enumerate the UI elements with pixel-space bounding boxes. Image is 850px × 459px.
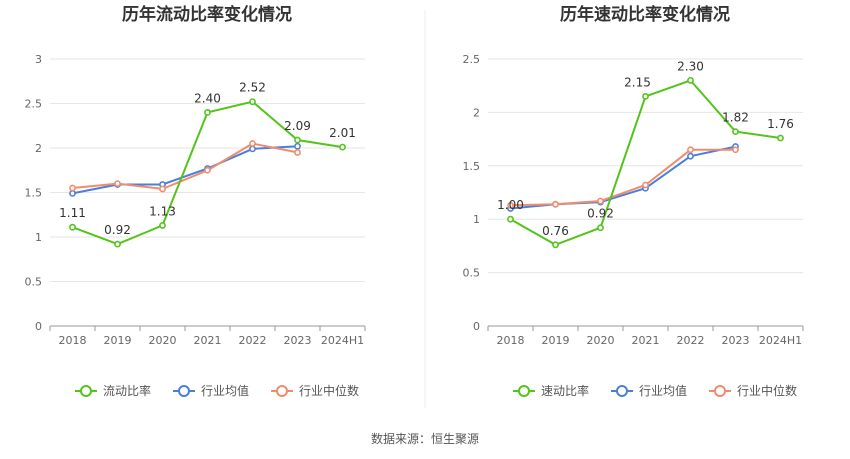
legend-swatch-marker (616, 385, 628, 397)
x-tick-label: 2020 (587, 334, 615, 347)
data-point (204, 109, 211, 116)
data-point (114, 240, 121, 248)
data-point (552, 200, 559, 208)
y-tick-label: 2.5 (463, 53, 481, 66)
chart-title: 历年流动比率变化情况 (122, 4, 292, 25)
x-tick-label: 2023 (722, 334, 750, 347)
y-tick-label: 2 (35, 142, 42, 155)
data-point (732, 128, 739, 136)
data-label: 2.01 (329, 126, 356, 140)
legend-swatch-marker (518, 385, 530, 397)
legend-swatch-marker (276, 385, 288, 397)
legend-swatch-marker (178, 385, 190, 397)
y-tick-label: 1.5 (463, 160, 481, 173)
data-point (249, 145, 256, 153)
series-line-2 (72, 142, 298, 190)
y-tick-label: 3 (35, 53, 42, 66)
data-point (69, 189, 76, 197)
data-point (597, 197, 604, 205)
series-line-0 (510, 79, 781, 246)
data-point (507, 201, 514, 209)
x-tick-label: 2021 (632, 334, 660, 347)
x-tick-label: 2018 (59, 334, 87, 347)
legend-label: 行业中位数 (737, 383, 797, 398)
data-point (552, 241, 559, 249)
x-tick-label: 2020 (149, 334, 177, 347)
y-tick-label: 1.5 (25, 187, 43, 200)
x-tick-label: 2022 (239, 334, 267, 347)
data-point (507, 215, 514, 223)
current-ratio-chart: 历年流动比率变化情况 0 0.5 1 1.5 2 2.5 3 2018 2019 2020 2021 2… (25, 4, 366, 398)
legend-swatch-marker (714, 385, 726, 397)
legend-swatch-marker (80, 385, 92, 397)
data-label: 1.82 (722, 111, 749, 125)
data-point (204, 166, 211, 174)
x-tick-label: 2019 (104, 334, 132, 347)
data-label: 0.92 (104, 223, 131, 237)
data-label: 0.76 (542, 224, 569, 238)
data-label: 2.52 (239, 81, 266, 95)
x-tick-label: 2022 (677, 334, 705, 347)
data-point (159, 185, 166, 193)
y-tick-label: 0 (35, 320, 42, 333)
x-tick-label: 2018 (497, 334, 525, 347)
data-point (69, 223, 76, 231)
y-tick-label: 0.5 (463, 267, 481, 280)
x-tick-label: 2023 (284, 334, 312, 347)
data-point (642, 181, 649, 189)
data-point (294, 136, 301, 144)
data-label: 1.11 (59, 206, 86, 220)
data-source-text: 数据来源：恒生聚源 (371, 431, 479, 446)
data-label: 2.15 (624, 75, 651, 89)
data-point (69, 184, 76, 192)
chart-title: 历年速动比率变化情况 (560, 4, 730, 25)
data-label: 1.13 (149, 204, 176, 218)
y-tick-label: 2 (473, 106, 480, 119)
data-point (249, 98, 256, 106)
x-tick-label: 2019 (542, 334, 570, 347)
data-point (339, 143, 346, 151)
data-label: 2.30 (677, 59, 704, 73)
data-point (687, 76, 694, 84)
data-label: 1.76 (767, 117, 794, 131)
series-line-2 (510, 148, 736, 207)
y-tick-label: 1 (35, 231, 42, 244)
data-point (294, 149, 301, 156)
data-point (687, 146, 694, 154)
legend-label: 行业均值 (639, 383, 687, 398)
series-line-1 (72, 145, 298, 195)
x-tick-label: 2024H1 (321, 334, 364, 347)
y-tick-label: 0 (473, 320, 480, 333)
data-label: 2.09 (284, 119, 311, 133)
legend-label: 行业均值 (201, 383, 249, 398)
data-point (597, 224, 604, 232)
data-point (642, 92, 649, 100)
legend-label: 行业中位数 (299, 383, 359, 398)
x-tick-label: 2021 (194, 334, 222, 347)
data-point (777, 134, 784, 142)
y-tick-label: 2.5 (25, 98, 43, 111)
data-point (114, 180, 121, 187)
y-tick-label: 1 (473, 213, 480, 226)
y-tick-label: 0.5 (25, 276, 43, 289)
x-tick-label: 2024H1 (759, 334, 802, 347)
data-point (687, 152, 694, 160)
data-point (294, 142, 301, 150)
data-label: 2.40 (194, 91, 221, 105)
quick-ratio-chart: 历年速动比率变化情况 0 0.5 1 1.5 2 2.5 2018 2019 2020 2021 20… (463, 4, 804, 398)
data-label: 1.00 (497, 198, 524, 212)
data-point (159, 222, 166, 229)
legend-label: 流动比率 (103, 383, 151, 398)
series-line-1 (510, 145, 736, 210)
data-point (732, 146, 739, 154)
legend-label: 速动比率 (541, 383, 589, 398)
data-point (249, 140, 256, 147)
data-label: 0.92 (587, 207, 614, 221)
